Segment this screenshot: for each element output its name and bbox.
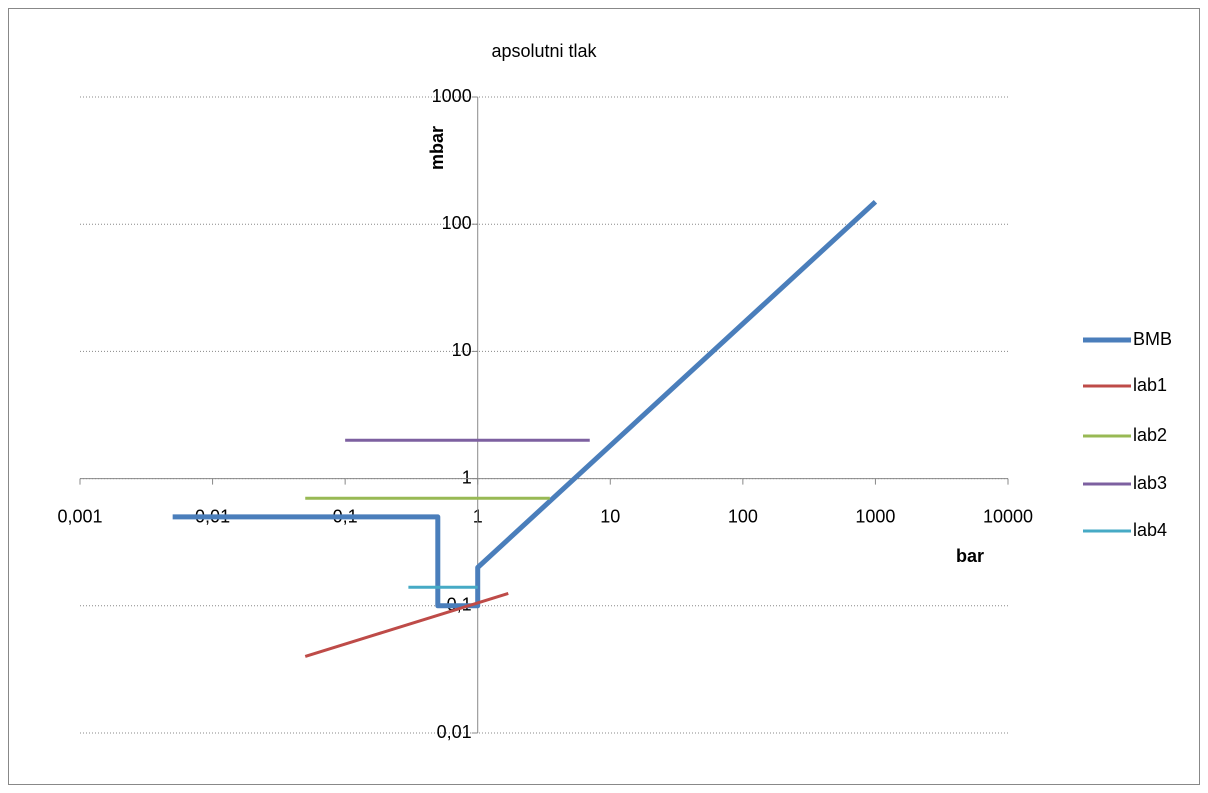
y-tick-label: 0,01 [437, 722, 472, 742]
x-tick-label: 0,001 [57, 506, 102, 526]
legend-label: lab2 [1133, 425, 1167, 445]
y-tick-label: 1000 [432, 86, 472, 106]
y-tick-label: 10 [452, 340, 472, 360]
y-tick-label: 1 [462, 467, 472, 487]
x-tick-label: 10 [600, 506, 620, 526]
legend-label: BMB [1133, 329, 1172, 349]
chart-title: apsolutni tlak [491, 41, 597, 61]
series-line [172, 199, 878, 609]
series-line [304, 592, 509, 658]
x-tick-label: 1000 [855, 506, 895, 526]
chart-frame [8, 8, 1200, 785]
x-tick-label: 100 [728, 506, 758, 526]
legend-label: lab1 [1133, 375, 1167, 395]
x-tick-label: 10000 [983, 506, 1033, 526]
y-tick-label: 100 [442, 213, 472, 233]
x-axis-title: bar [956, 546, 984, 566]
legend-label: lab3 [1133, 473, 1167, 493]
y-axis-title: mbar [427, 126, 447, 170]
legend-label: lab4 [1133, 520, 1167, 540]
